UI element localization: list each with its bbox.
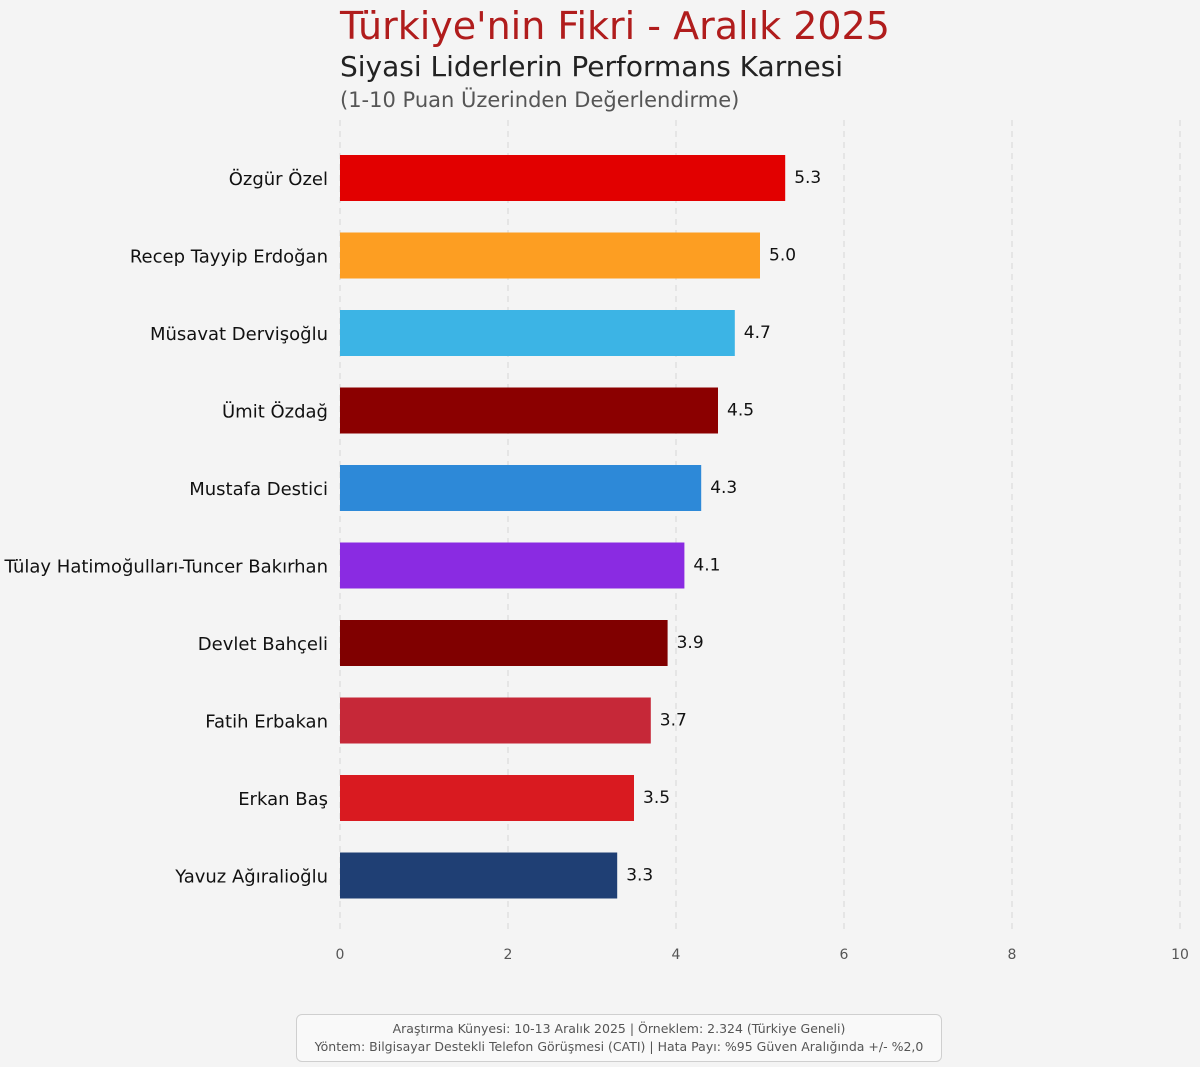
category-label: Mustafa Destici bbox=[189, 479, 328, 500]
bar bbox=[340, 232, 760, 279]
label-layer: Özgür Özel 5.3 Recep Tayyip Erdoğan 5.0 Müsa… bbox=[3, 168, 821, 888]
category-label: Yavuz Ağıralioğlu bbox=[174, 867, 328, 888]
value-label: 4.1 bbox=[693, 556, 720, 576]
footer-line-2: Yöntem: Bilgisayar Destekli Telefon Görü… bbox=[314, 1039, 924, 1054]
x-tick-label: 6 bbox=[840, 947, 849, 963]
bar bbox=[340, 697, 651, 744]
methodology-footer: Araştırma Künyesi: 10-13 Aralık 2025 | Ö… bbox=[296, 1014, 942, 1062]
bar-chart: Özgür Özel 5.3 Recep Tayyip Erdoğan 5.0 Müsa… bbox=[3, 120, 1189, 963]
x-tick-label: 10 bbox=[1171, 947, 1189, 963]
category-label: Tülay Hatimoğulları-Tuncer Bakırhan bbox=[3, 557, 328, 578]
category-label: Devlet Bahçeli bbox=[198, 634, 328, 655]
value-label: 5.0 bbox=[769, 246, 796, 266]
bar bbox=[340, 852, 618, 899]
chart-note: (1-10 Puan Üzerinden Değerlendirme) bbox=[340, 88, 740, 112]
bar bbox=[340, 465, 702, 511]
x-axis: 0 2 4 6 8 10 bbox=[336, 947, 1189, 963]
value-label: 3.3 bbox=[626, 866, 653, 886]
value-label: 4.7 bbox=[744, 323, 771, 343]
footer-line-1: Araştırma Künyesi: 10-13 Aralık 2025 | Ö… bbox=[392, 1021, 846, 1036]
value-label: 3.9 bbox=[677, 633, 704, 653]
bar bbox=[340, 620, 668, 666]
value-label: 4.3 bbox=[710, 478, 737, 498]
value-label: 3.7 bbox=[660, 711, 687, 731]
bar bbox=[340, 542, 685, 589]
category-label: Ümit Özdağ bbox=[222, 401, 328, 423]
category-label: Özgür Özel bbox=[229, 168, 328, 190]
x-tick-label: 0 bbox=[336, 947, 345, 963]
chart-title: Türkiye'nin Fikri - Aralık 2025 bbox=[340, 4, 890, 48]
bar bbox=[340, 310, 735, 356]
bar-layer bbox=[340, 155, 786, 899]
chart-subtitle: Siyasi Liderlerin Performans Karnesi bbox=[340, 50, 844, 83]
category-label: Fatih Erbakan bbox=[205, 712, 328, 733]
bar bbox=[340, 775, 634, 821]
x-tick-label: 4 bbox=[672, 947, 681, 963]
category-label: Erkan Baş bbox=[238, 789, 328, 810]
bar bbox=[340, 387, 718, 434]
x-tick-label: 8 bbox=[1008, 947, 1017, 963]
value-label: 5.3 bbox=[794, 168, 821, 188]
value-label: 4.5 bbox=[727, 401, 754, 421]
category-label: Müsavat Dervişoğlu bbox=[150, 324, 328, 345]
category-label: Recep Tayyip Erdoğan bbox=[130, 247, 328, 268]
x-tick-label: 2 bbox=[504, 947, 513, 963]
value-label: 3.5 bbox=[643, 788, 670, 808]
bar bbox=[340, 155, 786, 201]
